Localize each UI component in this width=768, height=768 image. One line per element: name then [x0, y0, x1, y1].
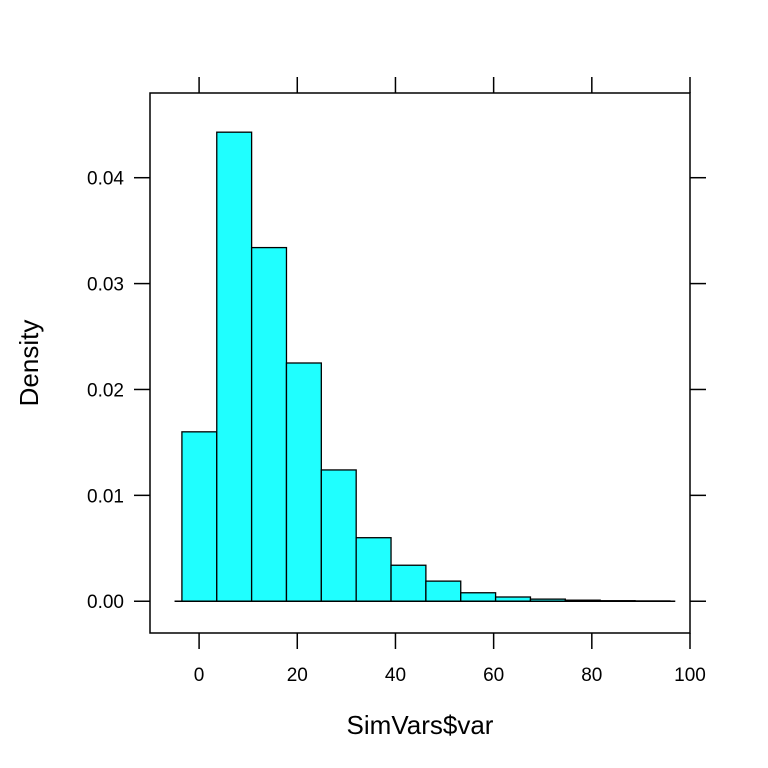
- y-tick-label: 0.00: [87, 592, 124, 613]
- y-tick-label: 0.04: [87, 169, 124, 190]
- y-axis-title: Density: [14, 320, 44, 407]
- plot-frame: [149, 92, 691, 634]
- x-tick-label: 0: [194, 665, 205, 686]
- y-tick-label: 0.03: [87, 275, 124, 296]
- ticks-group: 0 20 40 60 80 100 0.00 0.01 0.02 0.03 0.04: [87, 77, 706, 686]
- x-tick-label: 80: [581, 665, 602, 686]
- x-tick-label: 60: [483, 665, 504, 686]
- bars-group: [181, 131, 671, 602]
- x-axis-title: SimVars$var: [347, 710, 494, 740]
- histogram-bar-9: [460, 592, 497, 602]
- histogram-bar-7: [390, 564, 427, 602]
- x-tick-label: 100: [674, 665, 706, 686]
- histogram-bar-1: [181, 431, 218, 602]
- histogram-bar-2: [216, 131, 253, 602]
- histogram-bar-4: [285, 362, 322, 602]
- y-tick-label: 0.01: [87, 486, 124, 507]
- y-tick-label: 0.02: [87, 380, 124, 401]
- x-tick-label: 40: [385, 665, 406, 686]
- histogram-bar-3: [250, 246, 288, 602]
- histogram-bar-5: [320, 469, 357, 602]
- histogram-bar-8: [425, 580, 462, 602]
- x-tick-label: 20: [287, 665, 308, 686]
- histogram-bar-6: [355, 537, 392, 602]
